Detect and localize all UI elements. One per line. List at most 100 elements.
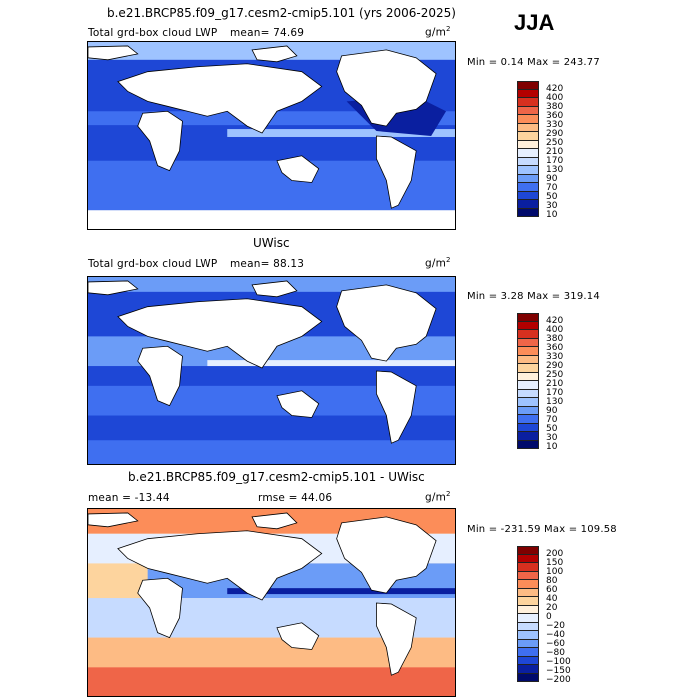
colorbar-label: 60	[546, 585, 558, 595]
colorbar-swatch	[517, 605, 539, 614]
colorbar-swatch	[517, 149, 539, 158]
colorbar-swatch	[517, 81, 539, 90]
colorbar-label: 330	[546, 120, 564, 130]
colorbar-label: 130	[546, 397, 564, 407]
colorbar-label: 420	[546, 316, 564, 326]
colorbar-swatch	[517, 432, 539, 441]
colorbar-swatch	[517, 123, 539, 132]
colorbar-swatch	[517, 364, 539, 373]
panel-1-title: b.e21.BRCP85.f09_g17.cesm2-cmip5.101 (yr…	[107, 6, 456, 20]
panel-1-colorbar	[517, 81, 539, 217]
panel-2-min-max: Min = 3.28 Max = 319.14	[467, 291, 600, 302]
panel-3-map-graphic	[88, 509, 455, 696]
colorbar-swatch	[517, 98, 539, 107]
colorbar-label: 400	[546, 325, 564, 335]
panel-3-mean: mean = -13.44	[88, 492, 170, 504]
colorbar-swatch	[517, 648, 539, 657]
panel-1-mean: mean= 74.69	[230, 27, 305, 39]
colorbar-label: 380	[546, 102, 564, 112]
colorbar-label: −40	[546, 630, 565, 640]
colorbar-label: 250	[546, 138, 564, 148]
colorbar-label: 360	[546, 111, 564, 121]
colorbar-label: 50	[546, 424, 558, 434]
panel-2-map-graphic	[88, 277, 455, 464]
panel-3-rmse: rmse = 44.06	[258, 492, 333, 504]
panel-3-map	[87, 508, 456, 697]
colorbar-label: 170	[546, 156, 564, 166]
colorbar-swatch	[517, 313, 539, 322]
colorbar-swatch	[517, 132, 539, 141]
colorbar-label: 50	[546, 192, 558, 202]
colorbar-label: 20	[546, 603, 558, 613]
colorbar-swatch	[517, 588, 539, 597]
colorbar-swatch	[517, 183, 539, 192]
colorbar-swatch	[517, 398, 539, 407]
colorbar-swatch	[517, 174, 539, 183]
panel-2-mean: mean= 88.13	[230, 258, 305, 270]
panel-2-units: g/m2	[425, 256, 451, 270]
colorbar-swatch	[517, 571, 539, 580]
colorbar-label: 100	[546, 567, 564, 577]
colorbar-label: 380	[546, 334, 564, 344]
panel-3-title: b.e21.BRCP85.f09_g17.cesm2-cmip5.101 - U…	[128, 470, 425, 484]
colorbar-label: 210	[546, 379, 564, 389]
colorbar-label: 10	[546, 210, 558, 220]
colorbar-swatch	[517, 372, 539, 381]
colorbar-label: 290	[546, 129, 564, 139]
panel-2-colorbar	[517, 313, 539, 449]
colorbar-swatch	[517, 389, 539, 398]
colorbar-swatch	[517, 563, 539, 572]
colorbar-swatch	[517, 423, 539, 432]
colorbar-label: −100	[546, 657, 571, 667]
colorbar-label: −60	[546, 639, 565, 649]
colorbar-swatch	[517, 166, 539, 175]
colorbar-swatch	[517, 157, 539, 166]
colorbar-label: 400	[546, 93, 564, 103]
colorbar-label: 200	[546, 549, 564, 559]
colorbar-label: 250	[546, 370, 564, 380]
panel-2-map	[87, 276, 456, 465]
colorbar-label: −150	[546, 666, 571, 676]
panel-1-min-max: Min = 0.14 Max = 243.77	[467, 57, 600, 68]
colorbar-swatch	[517, 546, 539, 555]
colorbar-label: 30	[546, 201, 558, 211]
colorbar-swatch	[517, 665, 539, 674]
colorbar-label: 210	[546, 147, 564, 157]
panel-2-title: UWisc	[253, 236, 290, 250]
panel-1-variable: Total grd-box cloud LWP	[88, 27, 218, 39]
colorbar-swatch	[517, 673, 539, 682]
colorbar-label: 70	[546, 415, 558, 425]
colorbar-label: 420	[546, 84, 564, 94]
colorbar-swatch	[517, 106, 539, 115]
colorbar-swatch	[517, 597, 539, 606]
colorbar-label: −200	[546, 675, 571, 685]
colorbar-swatch	[517, 200, 539, 209]
colorbar-swatch	[517, 89, 539, 98]
colorbar-swatch	[517, 580, 539, 589]
panel-3-colorbar	[517, 546, 539, 682]
colorbar-label: 30	[546, 433, 558, 443]
colorbar-label: 70	[546, 183, 558, 193]
colorbar-label: −20	[546, 621, 565, 631]
colorbar-swatch	[517, 355, 539, 364]
colorbar-label: 0	[546, 612, 552, 622]
colorbar-swatch	[517, 321, 539, 330]
colorbar-label: 80	[546, 576, 558, 586]
colorbar-label: 170	[546, 388, 564, 398]
panel-1-units: g/m2	[425, 25, 451, 39]
colorbar-swatch	[517, 208, 539, 217]
colorbar-swatch	[517, 140, 539, 149]
colorbar-label: 10	[546, 442, 558, 452]
colorbar-swatch	[517, 347, 539, 356]
colorbar-label: 90	[546, 406, 558, 416]
colorbar-swatch	[517, 191, 539, 200]
panel-3-min-max: Min = -231.59 Max = 109.58	[467, 524, 617, 535]
panel-3-units: g/m2	[425, 490, 451, 504]
colorbar-label: −80	[546, 648, 565, 658]
colorbar-label: 360	[546, 343, 564, 353]
colorbar-swatch	[517, 415, 539, 424]
colorbar-label: 40	[546, 594, 558, 604]
colorbar-swatch	[517, 115, 539, 124]
colorbar-swatch	[517, 406, 539, 415]
colorbar-swatch	[517, 554, 539, 563]
